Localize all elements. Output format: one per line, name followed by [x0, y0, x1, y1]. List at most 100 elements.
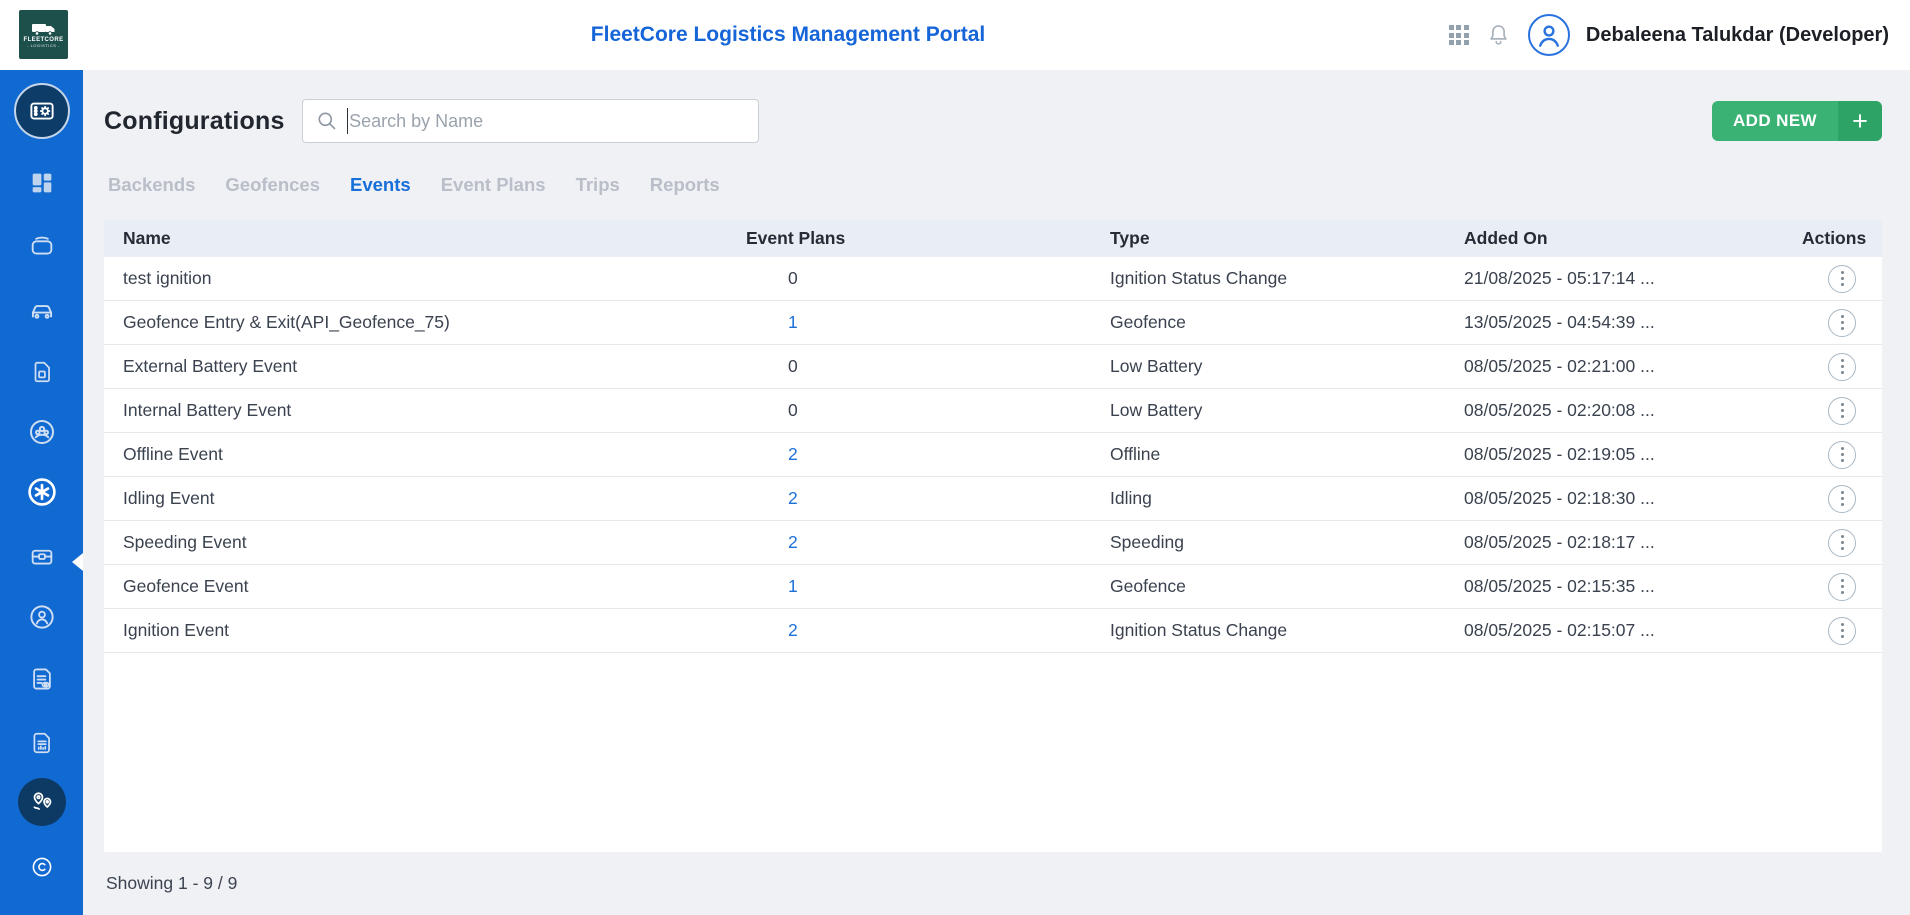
- cell-actions: [1802, 308, 1882, 337]
- cell-actions: [1802, 528, 1882, 557]
- plus-icon: +: [1838, 101, 1882, 141]
- cell-added-on: 08/05/2025 - 02:18:17 ...: [1464, 532, 1655, 552]
- cell-event-plans-link[interactable]: 2: [788, 444, 798, 464]
- sidebar-item-devices[interactable]: [28, 232, 56, 260]
- row-actions-menu-icon[interactable]: [1828, 528, 1856, 557]
- tab-backends[interactable]: Backends: [108, 174, 196, 195]
- cell-name: Offline Event: [123, 444, 223, 464]
- cell-name: test ignition: [123, 268, 212, 288]
- cell-added-on: 08/05/2025 - 02:19:05 ...: [1464, 444, 1655, 464]
- cell-type: Idling: [1110, 488, 1152, 508]
- cell-event-plans-link[interactable]: 2: [788, 620, 798, 640]
- tab-event-plans[interactable]: Event Plans: [440, 174, 546, 195]
- add-new-button[interactable]: ADD NEW +: [1711, 101, 1882, 141]
- add-new-label: ADD NEW: [1711, 101, 1838, 141]
- logo-text-line2: - LOGISTICS -: [27, 42, 60, 48]
- row-actions-menu-icon[interactable]: [1828, 572, 1856, 601]
- search-input[interactable]: [349, 110, 746, 132]
- cell-added-on: 08/05/2025 - 02:18:30 ...: [1464, 488, 1655, 508]
- row-actions-menu-icon[interactable]: [1828, 440, 1856, 469]
- cell-actions: [1802, 264, 1882, 293]
- truck-icon: [31, 23, 54, 35]
- sidebar-item-groups[interactable]: [27, 417, 57, 447]
- row-actions-menu-icon[interactable]: [1828, 308, 1856, 337]
- sidebar-item-copyright[interactable]: [30, 855, 54, 879]
- cell-actions: [1802, 352, 1882, 381]
- sidebar-item-reports[interactable]: [29, 730, 55, 756]
- cell-added-on: 13/05/2025 - 04:54:39 ...: [1464, 312, 1655, 332]
- cell-name: Ignition Event: [123, 620, 230, 640]
- tab-trips[interactable]: Trips: [575, 174, 620, 195]
- cell-actions: [1802, 396, 1882, 425]
- sidebar-item-dashboard[interactable]: [28, 169, 56, 197]
- search-box[interactable]: [301, 99, 759, 143]
- cell-event-plans-link[interactable]: 1: [788, 312, 798, 332]
- cell-added-on: 08/05/2025 - 02:15:07 ...: [1464, 620, 1655, 640]
- cell-name: Speeding Event: [123, 532, 247, 552]
- cell-added-on: 08/05/2025 - 02:21:00 ...: [1464, 356, 1655, 376]
- cell-type: Ignition Status Change: [1110, 620, 1288, 640]
- row-actions-menu-icon[interactable]: [1828, 264, 1856, 293]
- configurations-module-badge[interactable]: [13, 83, 70, 139]
- table-header: Name Event Plans Type Added On Actions: [104, 220, 1882, 257]
- page-title: FleetCore Logistics Management Portal: [590, 23, 986, 46]
- cell-added-on: 08/05/2025 - 02:20:08 ...: [1464, 400, 1655, 420]
- table-row: Geofence Entry & Exit(API_Geofence_75) 1 G…: [104, 301, 1882, 345]
- user-avatar[interactable]: [1527, 14, 1570, 56]
- apps-grid-icon[interactable]: [1448, 25, 1469, 45]
- sidebar-nav: [0, 70, 83, 915]
- cell-name: External Battery Event: [123, 356, 298, 376]
- pagination-summary: Showing 1 - 9 / 9: [106, 873, 238, 893]
- cell-type: Offline: [1110, 444, 1161, 464]
- cell-type: Low Battery: [1110, 356, 1203, 376]
- column-header-name[interactable]: Name: [123, 228, 171, 248]
- notifications-bell-icon[interactable]: [1485, 22, 1512, 49]
- sidebar-item-assets[interactable]: [28, 542, 56, 570]
- sidebar-item-audit-logs[interactable]: [28, 666, 55, 693]
- person-icon: [1538, 25, 1559, 47]
- column-header-actions: Actions: [1802, 228, 1867, 248]
- cell-event-plans-link[interactable]: 1: [788, 576, 798, 596]
- cell-event-plans: 0: [788, 400, 798, 420]
- text-caret: [346, 108, 349, 134]
- tab-geofences[interactable]: Geofences: [225, 174, 321, 195]
- row-actions-menu-icon[interactable]: [1828, 396, 1856, 425]
- cell-name: Geofence Event: [123, 576, 249, 596]
- cell-actions: [1802, 572, 1882, 601]
- cell-type: Low Battery: [1110, 400, 1203, 420]
- search-icon: [318, 112, 335, 130]
- cell-actions: [1802, 484, 1882, 513]
- table-row: Geofence Event 1 Geofence 08/05/2025 - 02:1…: [104, 565, 1882, 609]
- fleetcore-logo[interactable]: FLEETCORE - LOGISTICS -: [19, 10, 68, 59]
- cell-event-plans: 0: [788, 356, 798, 376]
- sidebar-item-vehicles[interactable]: [27, 297, 56, 326]
- table-row: Idling Event 2 Idling 08/05/2025 - 02:18:30…: [104, 477, 1882, 521]
- cell-type: Geofence: [1110, 312, 1186, 332]
- tab-reports[interactable]: Reports: [649, 174, 720, 195]
- sidebar-item-drivers[interactable]: [27, 603, 56, 632]
- cell-type: Ignition Status Change: [1110, 268, 1288, 288]
- top-header: FLEETCORE - LOGISTICS - FleetCore Logist…: [0, 0, 1910, 70]
- column-header-added-on[interactable]: Added On: [1464, 228, 1548, 248]
- column-header-event-plans[interactable]: Event Plans: [746, 228, 846, 248]
- tracking-module-badge[interactable]: [17, 778, 66, 826]
- cell-type: Geofence: [1110, 576, 1186, 596]
- column-header-type[interactable]: Type: [1110, 228, 1150, 248]
- table-body: test ignition 0 Ignition Status Change 21/0…: [104, 257, 1882, 653]
- table-row: Offline Event 2 Offline 08/05/2025 - 02:19:…: [104, 433, 1882, 477]
- row-actions-menu-icon[interactable]: [1828, 352, 1856, 381]
- events-table: Name Event Plans Type Added On Actions t…: [104, 220, 1882, 852]
- table-row: Ignition Event 2 Ignition Status Change 08/…: [104, 609, 1882, 653]
- user-name-label[interactable]: Debaleena Talukdar (Developer): [1585, 23, 1889, 46]
- sidebar-item-configurations[interactable]: [26, 476, 58, 508]
- logo-text-line1: FLEETCORE: [23, 36, 64, 43]
- tab-events[interactable]: Events: [350, 174, 411, 195]
- row-actions-menu-icon[interactable]: [1828, 484, 1856, 513]
- table-row: Internal Battery Event 0 Low Battery 08/05/…: [104, 389, 1882, 433]
- cell-actions: [1802, 440, 1882, 469]
- sidebar-item-sim-cards[interactable]: [29, 359, 55, 385]
- cell-event-plans-link[interactable]: 2: [788, 488, 798, 508]
- cell-event-plans-link[interactable]: 2: [788, 532, 798, 552]
- row-actions-menu-icon[interactable]: [1828, 616, 1856, 645]
- active-item-arrow: [72, 553, 83, 571]
